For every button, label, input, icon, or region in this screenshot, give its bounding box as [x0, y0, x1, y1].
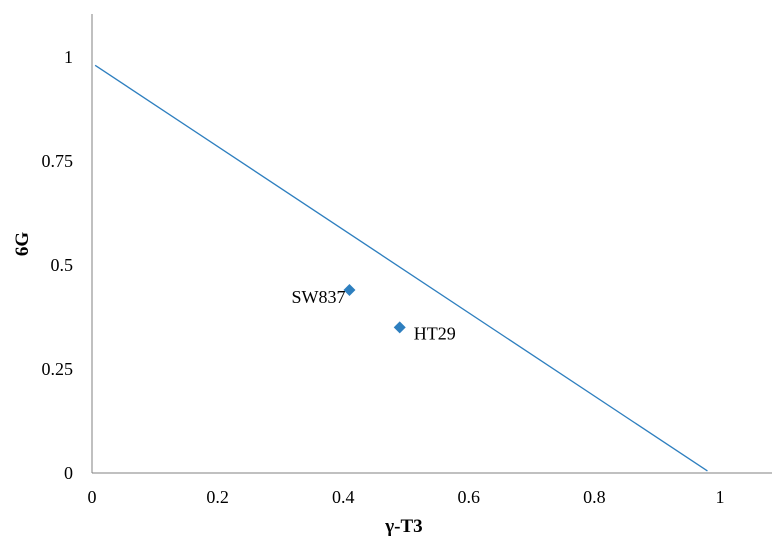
x-tick-label: 0.2: [206, 487, 229, 507]
x-tick-label: 0: [88, 487, 97, 507]
x-tick-label: 0.6: [458, 487, 481, 507]
x-tick-label: 1: [716, 487, 725, 507]
axes: [91, 14, 772, 474]
data-point-ht29: [393, 321, 406, 334]
y-tick-label: 0.25: [42, 359, 74, 379]
data-point-sw837: [343, 283, 356, 296]
y-tick-label: 0.75: [42, 151, 74, 171]
x-tick-label: 0.4: [332, 487, 355, 507]
y-tick-labels: 0 0.25 0.5 0.75 1: [42, 47, 74, 483]
point-label-sw837: SW837: [291, 287, 345, 307]
y-tick-label: 0.5: [51, 255, 74, 275]
data-points: SW837 HT29: [291, 283, 456, 343]
y-axis-title: 6G: [12, 232, 33, 257]
x-axis-title: γ-T3: [384, 516, 422, 537]
additivity-line: [94, 64, 708, 472]
x-tick-labels: 0 0.2 0.4 0.6 0.8 1: [88, 487, 725, 507]
point-label-ht29: HT29: [414, 323, 456, 343]
x-tick-label: 0.8: [583, 487, 606, 507]
y-tick-label: 1: [64, 47, 73, 67]
y-tick-label: 0: [64, 463, 73, 483]
